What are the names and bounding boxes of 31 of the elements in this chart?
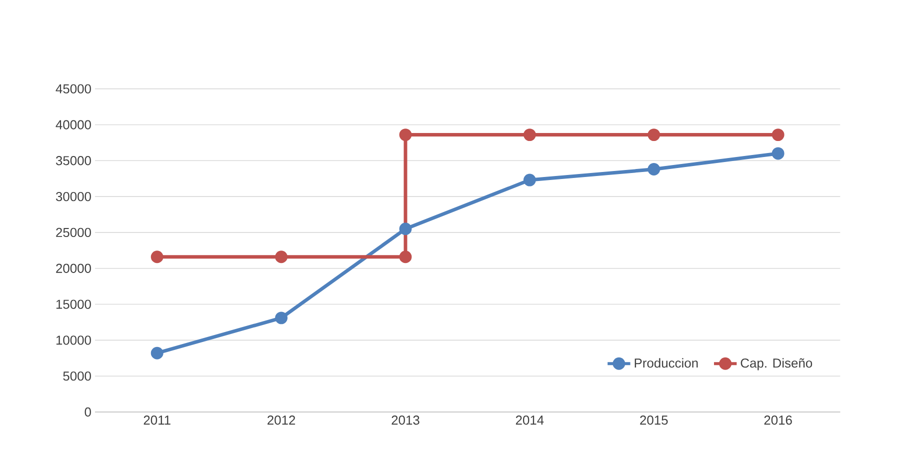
point [275,312,288,324]
legend-label: Produccion [634,358,698,368]
x-tick-label: 2011 [144,416,170,425]
y-tick-label: 10000 [56,336,91,345]
y-tick-label: 0 [84,407,91,417]
y-tick-label: 40000 [56,120,91,130]
point [523,128,536,142]
point [648,128,660,142]
y-tick-label: 20000 [56,264,91,273]
point [399,128,412,142]
x-tick-label: 2016 [764,416,792,425]
point [399,222,412,236]
y-tick-label: 35000 [56,156,91,166]
point [150,346,164,360]
x-tick-label: 2013 [392,416,420,425]
y-tick-label: 45000 [56,84,91,94]
y-tick-label: 25000 [56,228,91,238]
point [275,250,288,264]
legend-label: Cap. Diseño [740,358,812,370]
y-tick-label: 15000 [56,300,91,309]
x-tick-label: 2015 [640,416,668,425]
point [648,163,660,176]
point [772,147,784,160]
point [772,128,784,142]
point [523,174,536,186]
x-tick-label: 2012 [268,416,296,425]
y-tick-label: 30000 [56,192,91,202]
x-tick-label: 2014 [516,416,544,425]
point [150,250,164,264]
point [399,250,412,264]
y-tick-label: 5000 [63,372,91,381]
